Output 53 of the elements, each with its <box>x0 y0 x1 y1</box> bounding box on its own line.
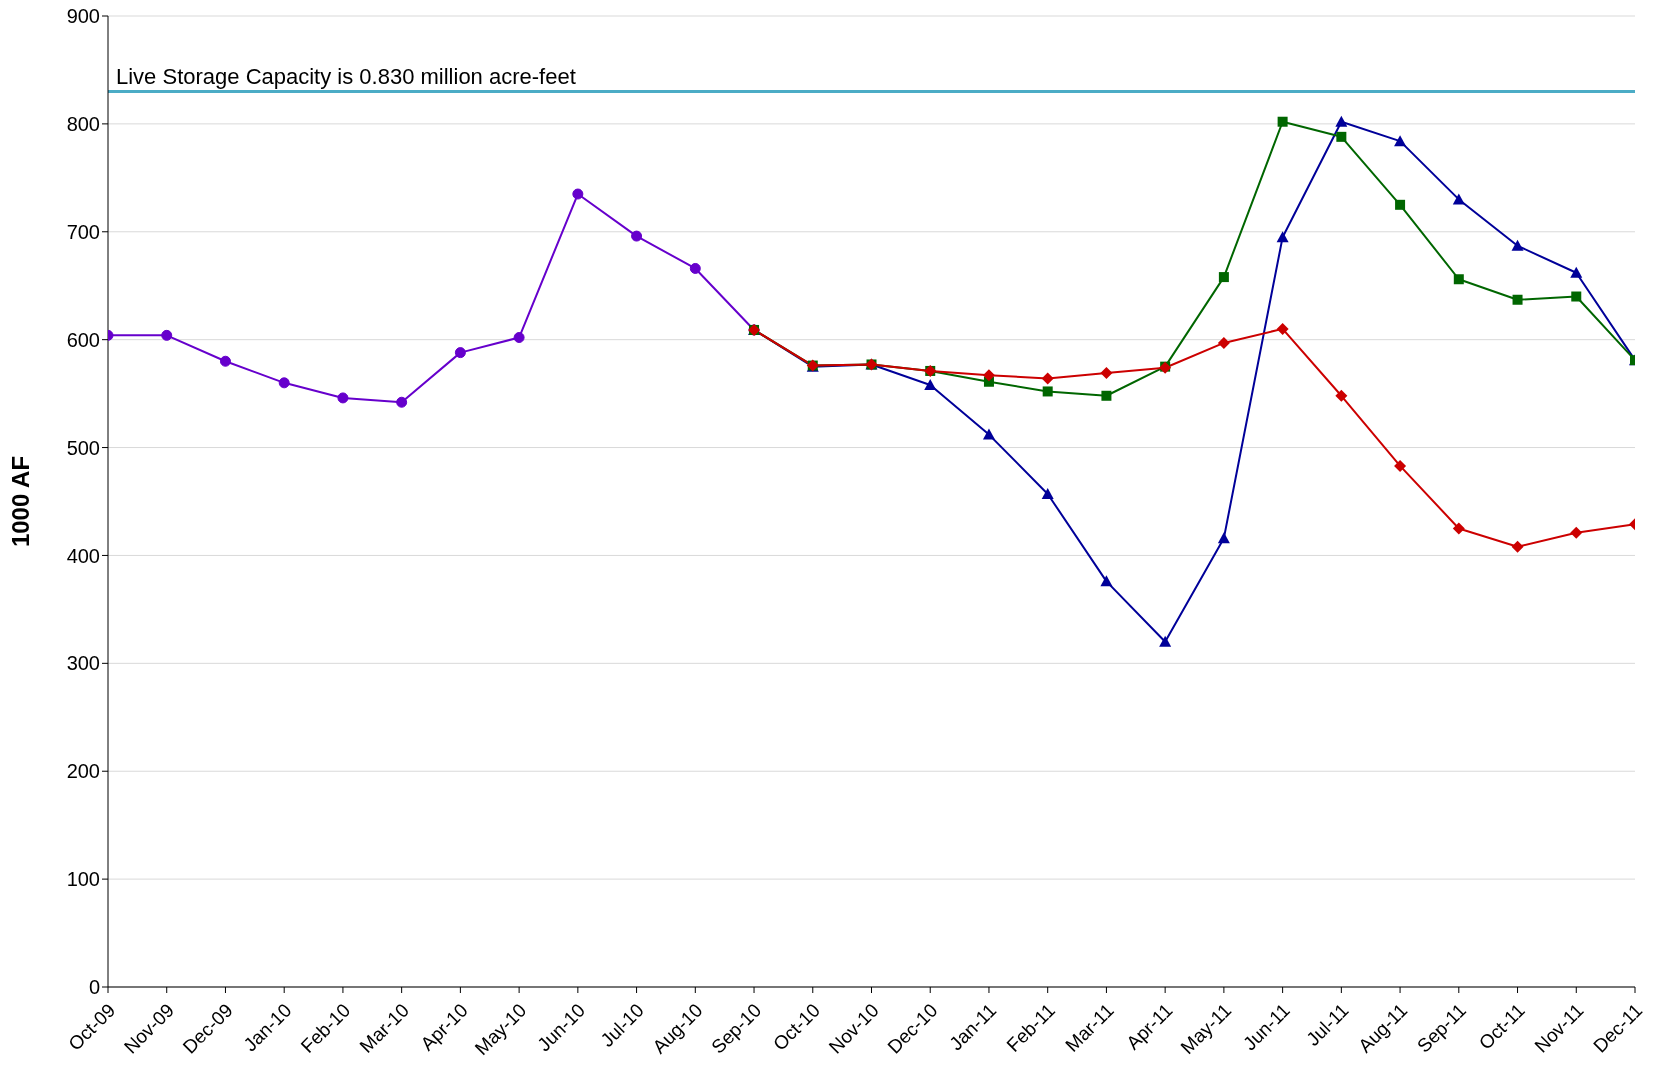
point <box>1276 231 1289 243</box>
point <box>572 188 584 200</box>
point <box>1512 294 1523 305</box>
point <box>1218 272 1229 283</box>
point <box>924 378 937 390</box>
y-tick-label: 700 <box>66 220 100 243</box>
y-tick-label: 0 <box>88 976 100 999</box>
point <box>337 392 349 404</box>
y-tick-label: 200 <box>66 760 100 783</box>
point <box>161 329 173 341</box>
y-tick-label: 400 <box>66 544 100 567</box>
point <box>631 230 643 242</box>
point <box>1394 459 1407 472</box>
y-tick-label: 100 <box>66 868 100 891</box>
point <box>278 377 290 389</box>
point <box>982 369 995 382</box>
y-tick-label: 600 <box>66 328 100 351</box>
y-axis-title: 1000 AF <box>6 455 34 548</box>
point <box>1041 372 1054 385</box>
point <box>219 355 231 367</box>
point <box>1042 386 1053 397</box>
point <box>689 262 701 274</box>
y-tick-label: 800 <box>66 112 100 135</box>
point <box>1100 367 1113 380</box>
point <box>1277 116 1288 127</box>
point <box>982 428 995 440</box>
point <box>1100 575 1113 587</box>
point <box>1335 115 1348 127</box>
point <box>1511 239 1524 251</box>
point <box>1217 336 1230 349</box>
ref-line-label: Live Storage Capacity is 0.830 million acre-feet <box>116 63 576 89</box>
point <box>1217 532 1230 544</box>
point <box>1336 131 1347 142</box>
point <box>1571 291 1582 302</box>
y-tick-label: 900 <box>66 5 100 28</box>
point <box>1453 274 1464 285</box>
point <box>1570 266 1583 278</box>
point <box>513 332 525 344</box>
point <box>1394 135 1407 147</box>
point <box>1452 522 1465 535</box>
point <box>1335 389 1348 402</box>
point <box>1041 487 1054 499</box>
point <box>1276 322 1289 335</box>
y-tick-label: 500 <box>66 436 100 459</box>
point <box>1101 390 1112 401</box>
point <box>454 347 466 359</box>
point <box>1570 526 1583 539</box>
y-tick-label: 300 <box>66 652 100 675</box>
point <box>1511 540 1524 553</box>
point <box>1159 635 1172 647</box>
point <box>1452 193 1465 205</box>
point <box>1395 199 1406 210</box>
point <box>396 396 408 408</box>
